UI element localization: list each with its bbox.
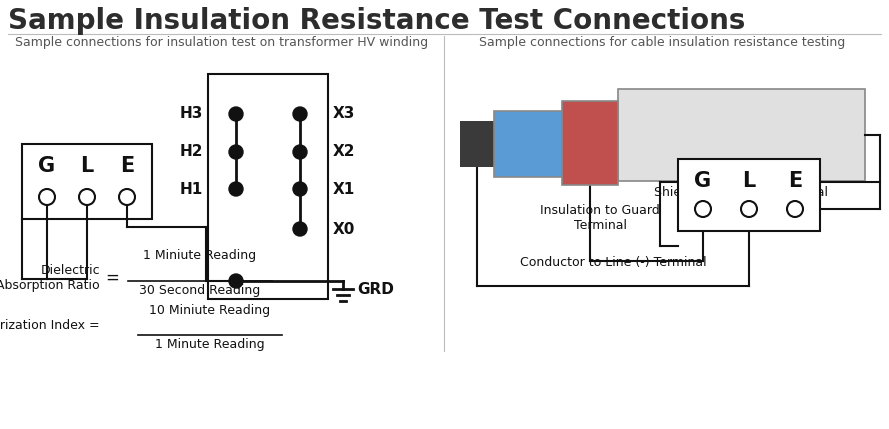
Text: L: L [80,156,93,176]
Text: E: E [788,171,802,191]
Text: =: = [105,269,119,287]
Circle shape [229,182,243,196]
Bar [562,101,618,185]
Circle shape [293,222,307,236]
Circle shape [293,182,307,196]
Bar [494,111,562,177]
Text: Insulation to Guard
Terminal: Insulation to Guard Terminal [541,204,660,232]
Text: 10 Miniute Reading: 10 Miniute Reading [149,304,270,317]
Text: H2: H2 [180,145,203,160]
Circle shape [695,201,711,217]
Text: E: E [120,156,134,176]
Circle shape [229,107,243,121]
Text: 1 Minute Reading: 1 Minute Reading [156,338,265,351]
Text: Conductor to Line (-) Terminal: Conductor to Line (-) Terminal [520,256,707,269]
Text: Polarization Index =: Polarization Index = [0,319,100,332]
Circle shape [229,274,243,288]
Text: X0: X0 [333,221,356,236]
Circle shape [741,201,757,217]
Text: H3: H3 [180,106,203,121]
Text: X2: X2 [333,145,356,160]
Text: Sample Insulation Resistance Test Connections: Sample Insulation Resistance Test Connec… [8,7,745,35]
Text: Sample connections for insulation test on transformer HV winding: Sample connections for insulation test o… [15,36,428,49]
Circle shape [39,189,55,205]
Circle shape [229,145,243,159]
Text: 30 Second Reading: 30 Second Reading [140,284,260,297]
Text: X3: X3 [333,106,356,121]
Text: G: G [694,171,711,191]
Bar [208,74,328,299]
Circle shape [79,189,95,205]
Text: Sample connections for cable insulation resistance testing: Sample connections for cable insulation … [479,36,845,49]
Circle shape [119,189,135,205]
Text: Dielectric
Absorption Ratio: Dielectric Absorption Ratio [0,264,100,292]
Circle shape [787,201,803,217]
Circle shape [293,145,307,159]
Text: GRD: GRD [357,281,394,296]
Bar [22,144,152,219]
Bar [678,159,820,231]
Circle shape [293,107,307,121]
Text: X1: X1 [333,181,356,196]
Text: 1 Miniute Reading: 1 Miniute Reading [143,249,257,262]
Text: Shield to Earth (+) Terminal: Shield to Earth (+) Terminal [654,186,829,199]
Bar [618,89,865,181]
Text: H1: H1 [180,181,203,196]
Bar [460,121,494,167]
Text: L: L [742,171,756,191]
Text: G: G [38,156,55,176]
